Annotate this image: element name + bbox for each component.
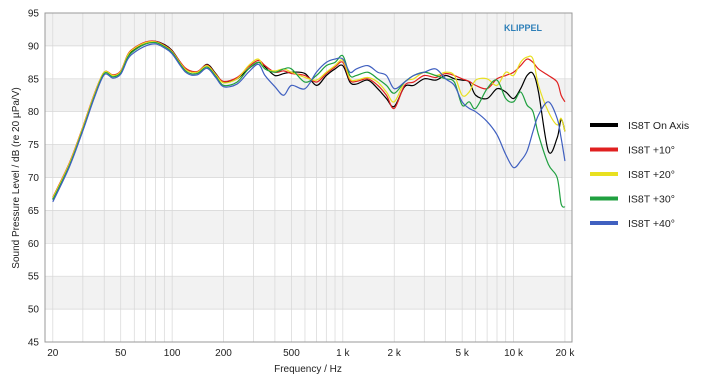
y-tick-label: 45 [28, 338, 40, 349]
y-tick-label: 50 [28, 305, 40, 316]
y-tick-label: 85 [28, 74, 40, 85]
brand-label: KLIPPEL [504, 23, 543, 33]
x-tick-label: 500 [283, 348, 300, 359]
x-tick-label: 2 k [388, 348, 402, 359]
y-tick-labels: 45 50 55 60 65 70 75 80 85 90 95 [28, 9, 40, 349]
grid-band [45, 144, 572, 178]
x-tick-label: 100 [164, 348, 181, 359]
y-axis-label: Sound Pressure Level / dB (re 20 µPa/V) [11, 87, 22, 268]
x-tick-label: 200 [215, 348, 232, 359]
y-tick-label: 90 [28, 41, 40, 52]
grid [45, 12, 572, 343]
x-tick-label: 50 [115, 348, 127, 359]
series-lines [52, 40, 566, 208]
grid-band [45, 13, 572, 46]
x-tick-label: 5 k [455, 348, 469, 359]
y-tick-label: 80 [28, 107, 40, 118]
y-tick-label: 60 [28, 239, 40, 250]
y-tick-label: 70 [28, 173, 40, 184]
legend: IS8T On Axis IS8T +10° IS8T +20° IS8T +30° I… [590, 120, 689, 230]
x-tick-label: 20 k [555, 348, 575, 359]
x-tick-labels: 20 50 100 200 500 1 k 2 k 5 k 10 k 20 k [47, 348, 575, 359]
x-tick-label: 10 k [504, 348, 524, 359]
series-line-3 [52, 41, 566, 208]
x-axis-label: Frequency / Hz [274, 364, 342, 375]
y-tick-label: 55 [28, 272, 40, 283]
series-line-2 [52, 41, 566, 199]
plot-frame [44, 12, 573, 343]
x-tick-label: 1 k [336, 348, 350, 359]
legend-label: IS8T +10° [628, 145, 675, 157]
legend-label: IS8T On Axis [628, 120, 689, 132]
grid-band [45, 210, 572, 244]
legend-label: IS8T +20° [628, 169, 675, 181]
y-tick-label: 65 [28, 206, 40, 217]
grid-band [45, 276, 572, 310]
y-tick-label: 75 [28, 140, 40, 151]
legend-label: IS8T +40° [628, 218, 675, 230]
series-line-4 [52, 43, 566, 203]
legend-label: IS8T +30° [628, 194, 675, 206]
y-tick-label: 95 [28, 9, 40, 20]
x-tick-label: 20 [47, 348, 59, 359]
